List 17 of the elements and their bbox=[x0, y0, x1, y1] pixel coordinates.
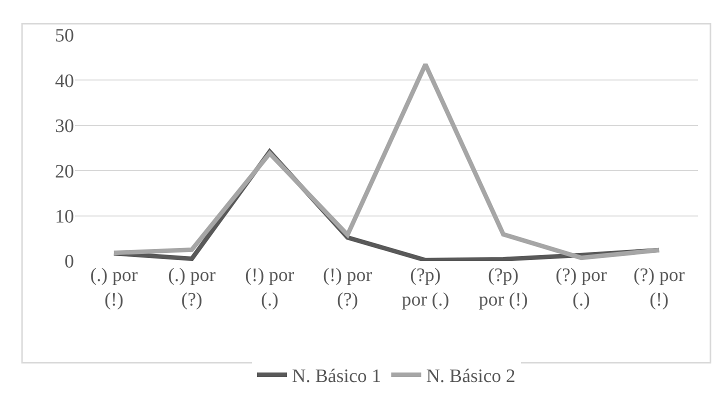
x-tick-label: (.) por (?) bbox=[168, 265, 216, 311]
y-tick-label: 10 bbox=[55, 206, 74, 228]
x-tick-label: (!) por (.) bbox=[245, 265, 295, 311]
x-tick-label: (?p) por (.) bbox=[402, 265, 450, 311]
y-tick-label: 20 bbox=[55, 161, 74, 182]
x-tick-label: (?p) por (!) bbox=[478, 265, 528, 311]
x-tick-label: (!) por (?) bbox=[323, 265, 373, 311]
y-tick-label: 40 bbox=[55, 70, 74, 92]
y-tick-label: 30 bbox=[55, 116, 74, 138]
line-series bbox=[112, 62, 662, 260]
legend-label: N. Básico 1 bbox=[292, 366, 382, 388]
legend-label: N. Básico 2 bbox=[426, 366, 516, 388]
y-tick-label: 0 bbox=[64, 252, 74, 273]
x-tick-label: (.) por (!) bbox=[90, 265, 138, 311]
x-tick-label: (?) por (.) bbox=[556, 265, 608, 311]
y-tick-label: 50 bbox=[55, 26, 74, 47]
x-tick-label: (?) por (!) bbox=[633, 265, 686, 311]
